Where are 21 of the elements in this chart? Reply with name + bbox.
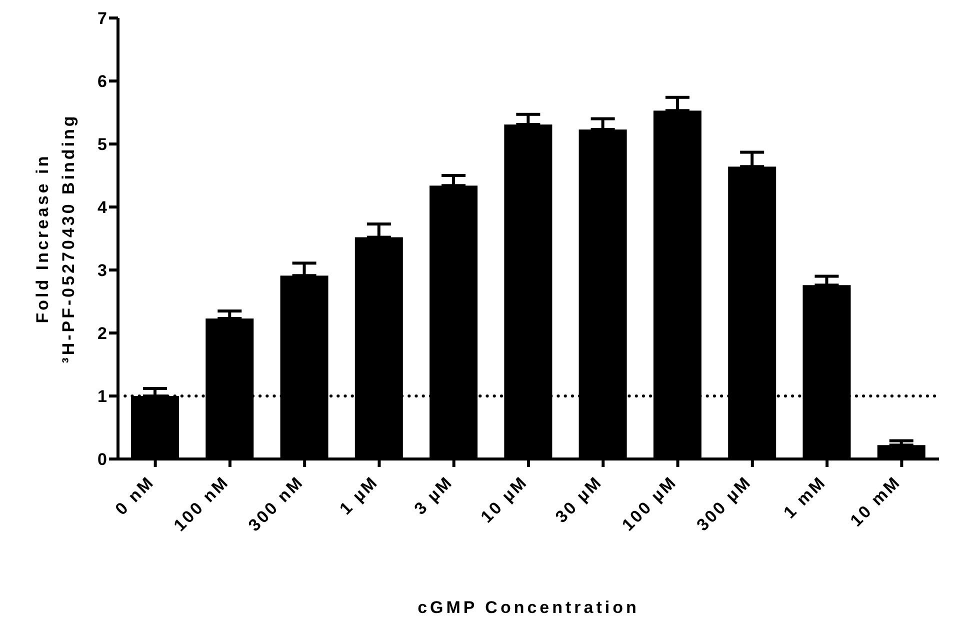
- x-tick-label: 1 mM: [780, 472, 830, 522]
- x-tick-label: 300 µM: [692, 472, 756, 535]
- y-tick-label: 7: [98, 9, 107, 28]
- x-axis-title: cGMP Concentration: [418, 598, 640, 617]
- y-tick-label: 4: [98, 198, 108, 218]
- y-tick-label: 0: [98, 450, 107, 470]
- x-tick-label: 10 µM: [477, 472, 532, 527]
- x-tick-label: 0 nM: [112, 472, 158, 519]
- x-tick-label: 1 µM: [336, 472, 382, 518]
- y-tick-label: 2: [98, 324, 107, 344]
- x-tick-label: 30 µM: [552, 472, 606, 527]
- x-tick-label: 100 µM: [618, 472, 681, 535]
- y-tick-label: 3: [98, 261, 107, 280]
- x-tick-label: 10 mM: [846, 472, 905, 530]
- y-tick-label: 1: [98, 387, 107, 406]
- x-tick-label: 3 µM: [410, 472, 457, 518]
- y-axis-title: Fold Increase in ³H-PF-05270430 Binding: [33, 114, 78, 364]
- y-tick-label: 5: [98, 135, 107, 154]
- x-tick-label: 300 nM: [244, 472, 308, 536]
- x-tick-label: 100 nM: [170, 472, 233, 536]
- y-tick-label: 6: [98, 72, 107, 92]
